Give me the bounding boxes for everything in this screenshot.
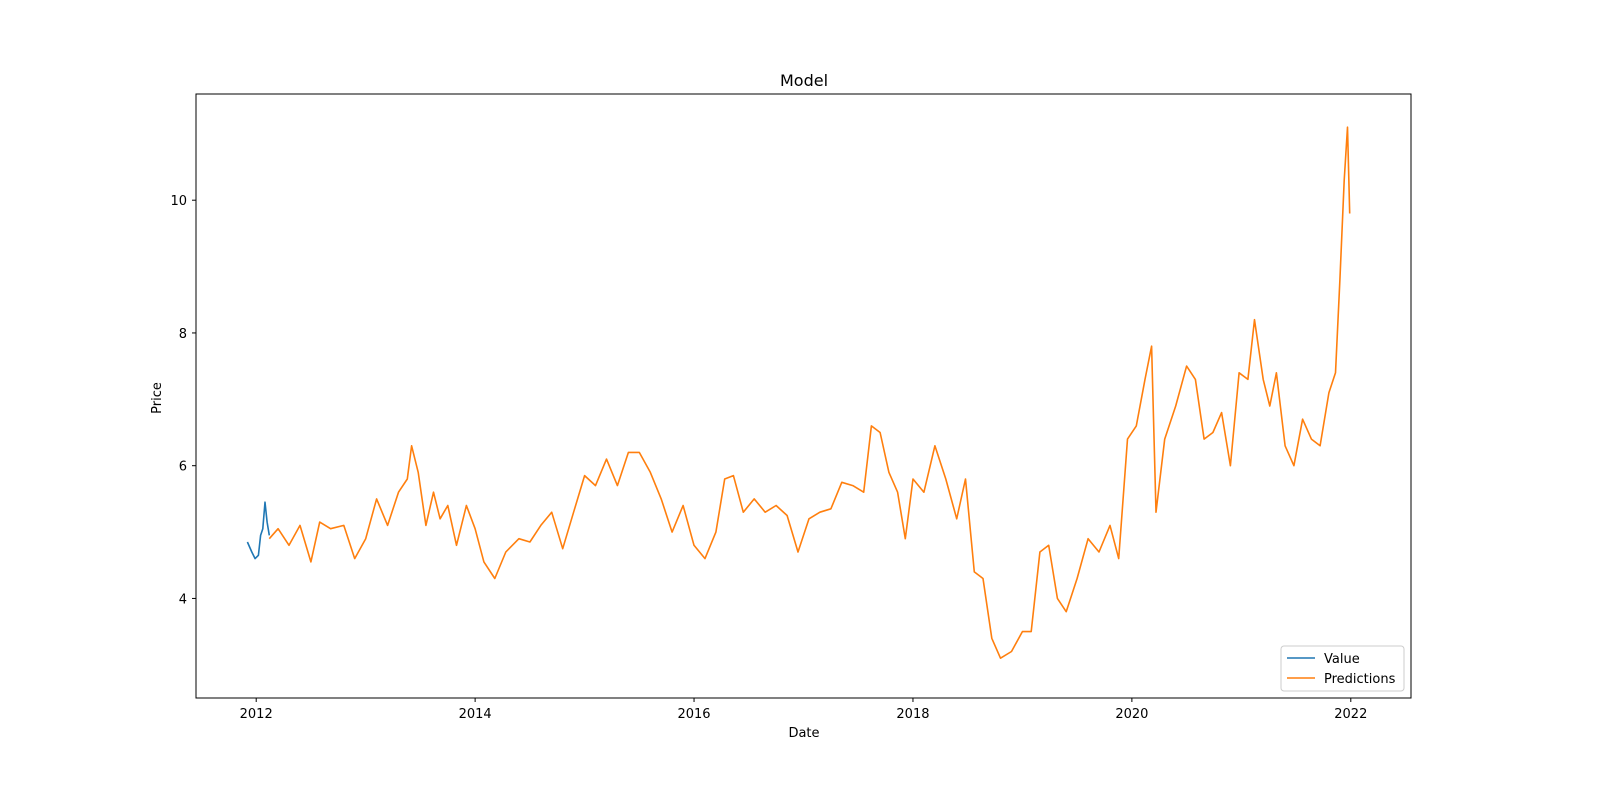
y-axis: 4 6 8 10: [170, 194, 196, 607]
chart-title: Model: [780, 71, 828, 90]
x-tick-label: 2022: [1334, 707, 1367, 722]
legend-label: Value: [1324, 652, 1360, 667]
y-tick-label: 10: [170, 194, 187, 209]
x-tick-label: 2012: [240, 707, 273, 722]
plot-frame: [195, 93, 1412, 699]
x-tick-label: 2014: [459, 707, 492, 722]
x-tick-label: 2018: [896, 707, 929, 722]
legend-label: Predictions: [1324, 672, 1396, 687]
x-tick-label: 2016: [677, 707, 710, 722]
y-tick-label: 8: [179, 327, 187, 342]
series-line-2: [268, 126, 1351, 660]
series-layer: [246, 126, 1351, 660]
series-line-1: [246, 501, 271, 560]
y-tick-label: 6: [179, 460, 187, 475]
legend: Value Predictions: [1280, 645, 1405, 692]
y-axis-title: Price: [150, 382, 165, 414]
x-axis-title: Date: [788, 726, 819, 741]
y-tick-label: 4: [179, 592, 187, 607]
x-tick-label: 2020: [1115, 707, 1148, 722]
x-axis: 2012 2014 2016 2018 2020 2022: [240, 698, 1367, 722]
